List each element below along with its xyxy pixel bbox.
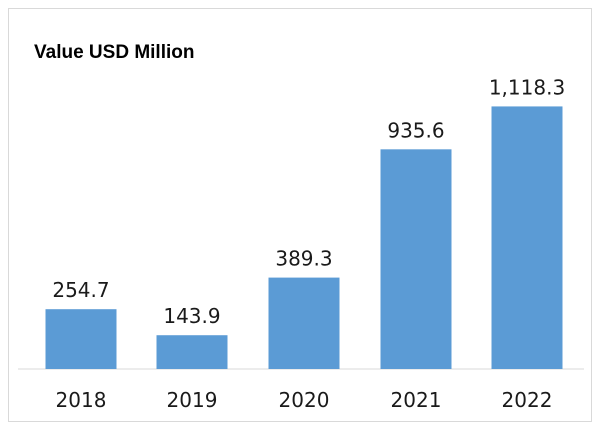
data-label-2021: 935.6 <box>387 118 444 142</box>
x-tick-label-2022: 2022 <box>502 388 553 412</box>
data-label-2020: 389.3 <box>275 247 332 271</box>
bar-2022 <box>491 106 563 369</box>
x-tick-label-2018: 2018 <box>56 388 107 412</box>
x-tick-label-2019: 2019 <box>167 388 218 412</box>
chart-title: Value USD Million <box>34 42 195 63</box>
data-label-2019: 143.9 <box>163 304 220 328</box>
data-label-2022: 1,118.3 <box>489 75 565 99</box>
x-tick-label-2021: 2021 <box>391 388 442 412</box>
bar-2019 <box>156 335 228 369</box>
bar-2021 <box>380 149 452 369</box>
bar-2018 <box>45 309 117 369</box>
data-label-2018: 254.7 <box>52 278 109 302</box>
x-tick-label-2020: 2020 <box>279 388 330 412</box>
bar-2020 <box>268 277 340 369</box>
